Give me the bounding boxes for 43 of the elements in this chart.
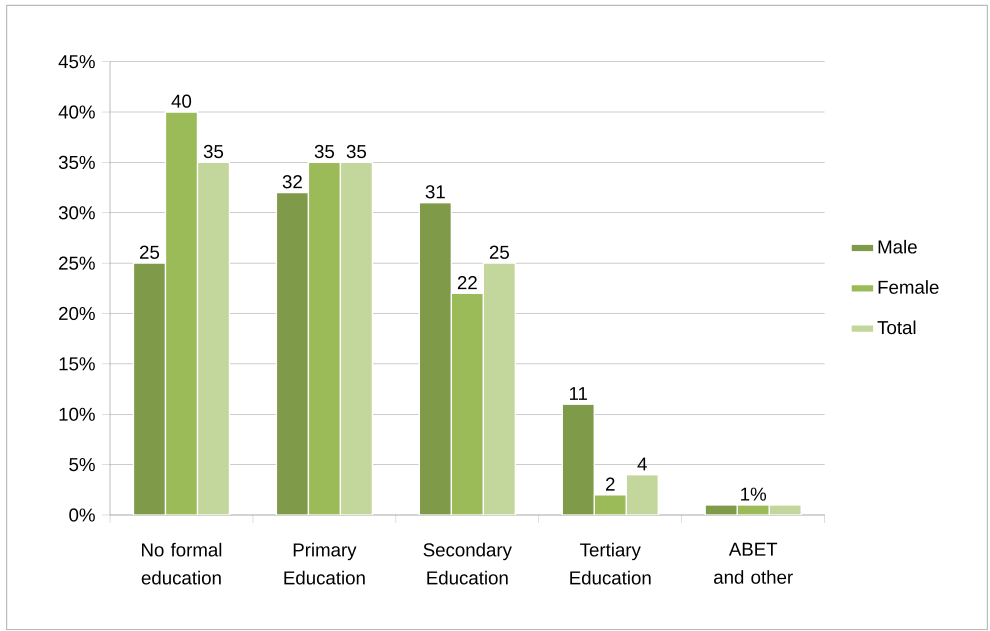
bar [562, 404, 595, 515]
x-tick-label: No formal education [142, 542, 222, 585]
bar [418, 202, 452, 515]
bar [132, 262, 166, 515]
bar [594, 494, 627, 515]
data-label: 4 [637, 458, 647, 470]
y-tick-label: 25% [59, 256, 95, 270]
data-label: 25 [490, 246, 509, 259]
data-label: 1% [741, 488, 766, 501]
bar [482, 262, 516, 515]
x-tick-label: Primary Education [284, 542, 365, 585]
y-tick-label: 30% [58, 206, 95, 220]
bar [450, 292, 484, 515]
bar [340, 162, 374, 515]
data-label: 2 [606, 478, 615, 491]
bar [308, 162, 342, 515]
data-label: 32 [282, 175, 302, 188]
bar [626, 474, 659, 515]
bar [276, 192, 310, 515]
data-label: 40 [172, 94, 192, 108]
x-tick-label: ABET and other [714, 542, 793, 584]
data-label: 31 [426, 185, 445, 198]
y-tick-label: 15% [60, 357, 95, 370]
y-tick-label: 0% [69, 508, 95, 522]
data-label: 11 [570, 387, 588, 400]
data-label: 25 [140, 246, 160, 259]
bar [164, 111, 198, 515]
data-label: 35 [314, 144, 334, 158]
y-tick-label: 45% [58, 55, 95, 68]
y-tick-label: 10% [60, 408, 95, 421]
legend-label: Male [878, 240, 917, 254]
y-tick-label: 35% [58, 156, 95, 170]
data-label: 35 [346, 144, 366, 158]
y-tick-label: 40% [58, 105, 95, 119]
x-tick-label: Secondary Education [424, 542, 512, 585]
data-label: 35 [204, 144, 224, 158]
x-tick-label: Tertiary Education [570, 542, 651, 585]
legend-label: Female [878, 280, 939, 294]
bar [196, 162, 230, 515]
legend-label: Total [878, 320, 916, 334]
data-label: 22 [458, 276, 477, 290]
y-tick-label: 20% [59, 306, 95, 320]
y-tick-label: 5% [69, 458, 95, 472]
